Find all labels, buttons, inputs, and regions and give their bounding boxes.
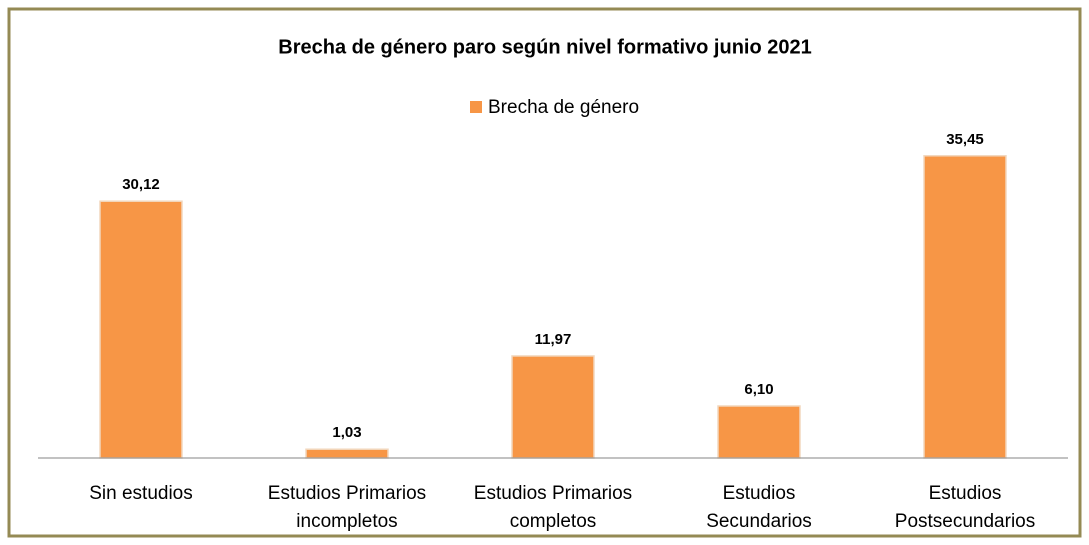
x-tick-label: Sin estudios [89,483,193,504]
x-tick-label: Estudios Primarios incompletos [268,483,426,532]
data-label: 11,97 [535,331,572,348]
data-label: 30,12 [122,176,160,193]
data-label: 6,10 [744,381,773,398]
bar [305,448,389,459]
x-tick-label: Estudios Primarios completos [474,483,632,532]
bar [717,405,801,459]
bar [923,155,1007,459]
bar [511,355,595,459]
legend-swatch [470,101,482,113]
data-label: 35,45 [946,131,984,148]
x-tick-label: Estudios Postsecundarios [895,483,1035,532]
legend-label: Brecha de género [488,97,639,118]
chart-title: Brecha de género paro según nivel format… [278,36,811,58]
bar [99,200,183,459]
data-label: 1,03 [332,424,361,441]
x-tick-label: Estudios Secundarios [706,483,812,532]
